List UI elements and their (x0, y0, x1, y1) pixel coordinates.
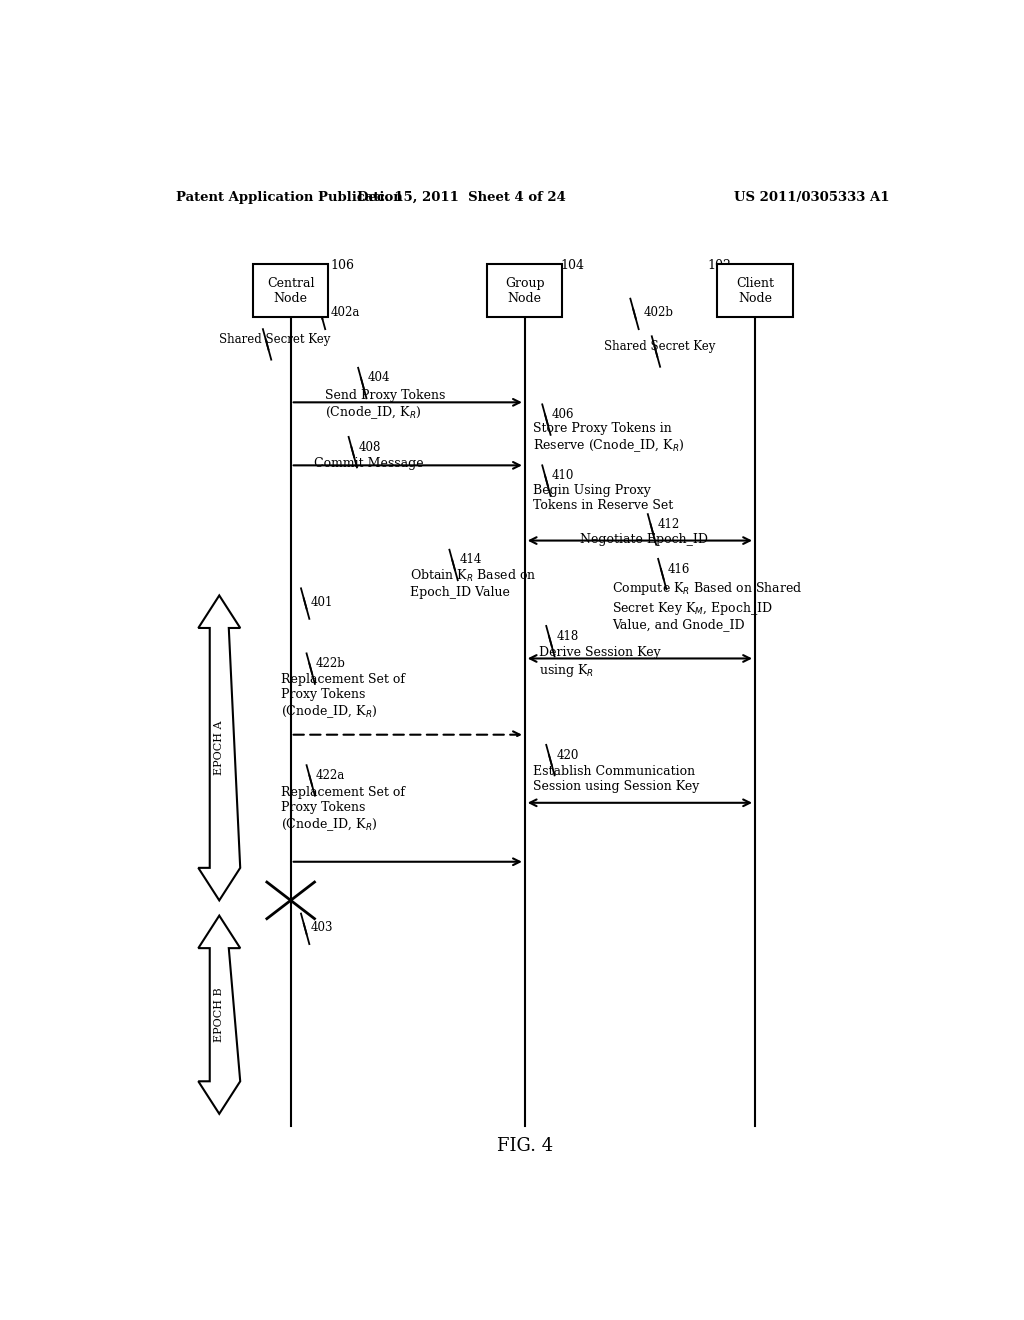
Text: Commit Message: Commit Message (313, 457, 423, 470)
Text: 422a: 422a (316, 768, 345, 781)
Text: Client
Node: Client Node (736, 276, 774, 305)
Text: 402a: 402a (331, 306, 359, 319)
Text: 403: 403 (310, 921, 333, 935)
Text: 104: 104 (560, 259, 585, 272)
Text: Shared Secret Key: Shared Secret Key (219, 333, 331, 346)
Text: 106: 106 (331, 259, 354, 272)
Text: 401: 401 (310, 597, 333, 609)
Polygon shape (199, 595, 241, 900)
Text: Patent Application Publication: Patent Application Publication (176, 190, 402, 203)
Text: Replacement Set of
Proxy Tokens
(Cnode_ID, K$_R$): Replacement Set of Proxy Tokens (Cnode_I… (282, 673, 406, 719)
Text: Central
Node: Central Node (267, 276, 314, 305)
Text: EPOCH A: EPOCH A (214, 721, 224, 775)
Text: Establish Communication
Session using Session Key: Establish Communication Session using Se… (532, 766, 699, 793)
Text: Compute K$_R$ Based on Shared
Secret Key K$_M$, Epoch_ID
Value, and Gnode_ID: Compute K$_R$ Based on Shared Secret Key… (612, 581, 803, 631)
Text: Shared Secret Key: Shared Secret Key (604, 341, 716, 352)
Text: 402b: 402b (644, 306, 674, 319)
Text: 408: 408 (358, 441, 381, 454)
Polygon shape (199, 916, 241, 1114)
Bar (717, 264, 793, 317)
Text: 404: 404 (368, 371, 390, 384)
Text: Negotiate Epoch_ID: Negotiate Epoch_ID (581, 533, 709, 546)
Bar (487, 264, 562, 317)
Text: 410: 410 (552, 469, 574, 482)
Bar (253, 264, 329, 317)
Text: 416: 416 (668, 562, 690, 576)
Text: Store Proxy Tokens in
Reserve (Cnode_ID, K$_R$): Store Proxy Tokens in Reserve (Cnode_ID,… (532, 421, 684, 454)
Text: Begin Using Proxy
Tokens in Reserve Set: Begin Using Proxy Tokens in Reserve Set (532, 483, 673, 512)
Text: FIG. 4: FIG. 4 (497, 1138, 553, 1155)
Text: Derive Session Key
using K$_R$: Derive Session Key using K$_R$ (539, 647, 660, 678)
Text: US 2011/0305333 A1: US 2011/0305333 A1 (734, 190, 890, 203)
Text: Send Proxy Tokens
(Cnode_ID, K$_R$): Send Proxy Tokens (Cnode_ID, K$_R$) (325, 389, 445, 421)
Text: EPOCH B: EPOCH B (214, 987, 224, 1041)
Text: Group
Node: Group Node (505, 276, 545, 305)
Text: Replacement Set of
Proxy Tokens
(Cnode_ID, K$_R$): Replacement Set of Proxy Tokens (Cnode_I… (282, 785, 406, 833)
Text: Obtain K$_R$ Based on
Epoch_ID Value: Obtain K$_R$ Based on Epoch_ID Value (410, 568, 536, 599)
Text: 414: 414 (460, 553, 482, 566)
Text: 406: 406 (552, 408, 574, 421)
Text: 418: 418 (557, 630, 579, 643)
Text: 420: 420 (557, 748, 579, 762)
Text: 422b: 422b (316, 657, 346, 671)
Text: 412: 412 (658, 517, 680, 531)
Text: 102: 102 (708, 259, 731, 272)
Text: Dec. 15, 2011  Sheet 4 of 24: Dec. 15, 2011 Sheet 4 of 24 (357, 190, 565, 203)
